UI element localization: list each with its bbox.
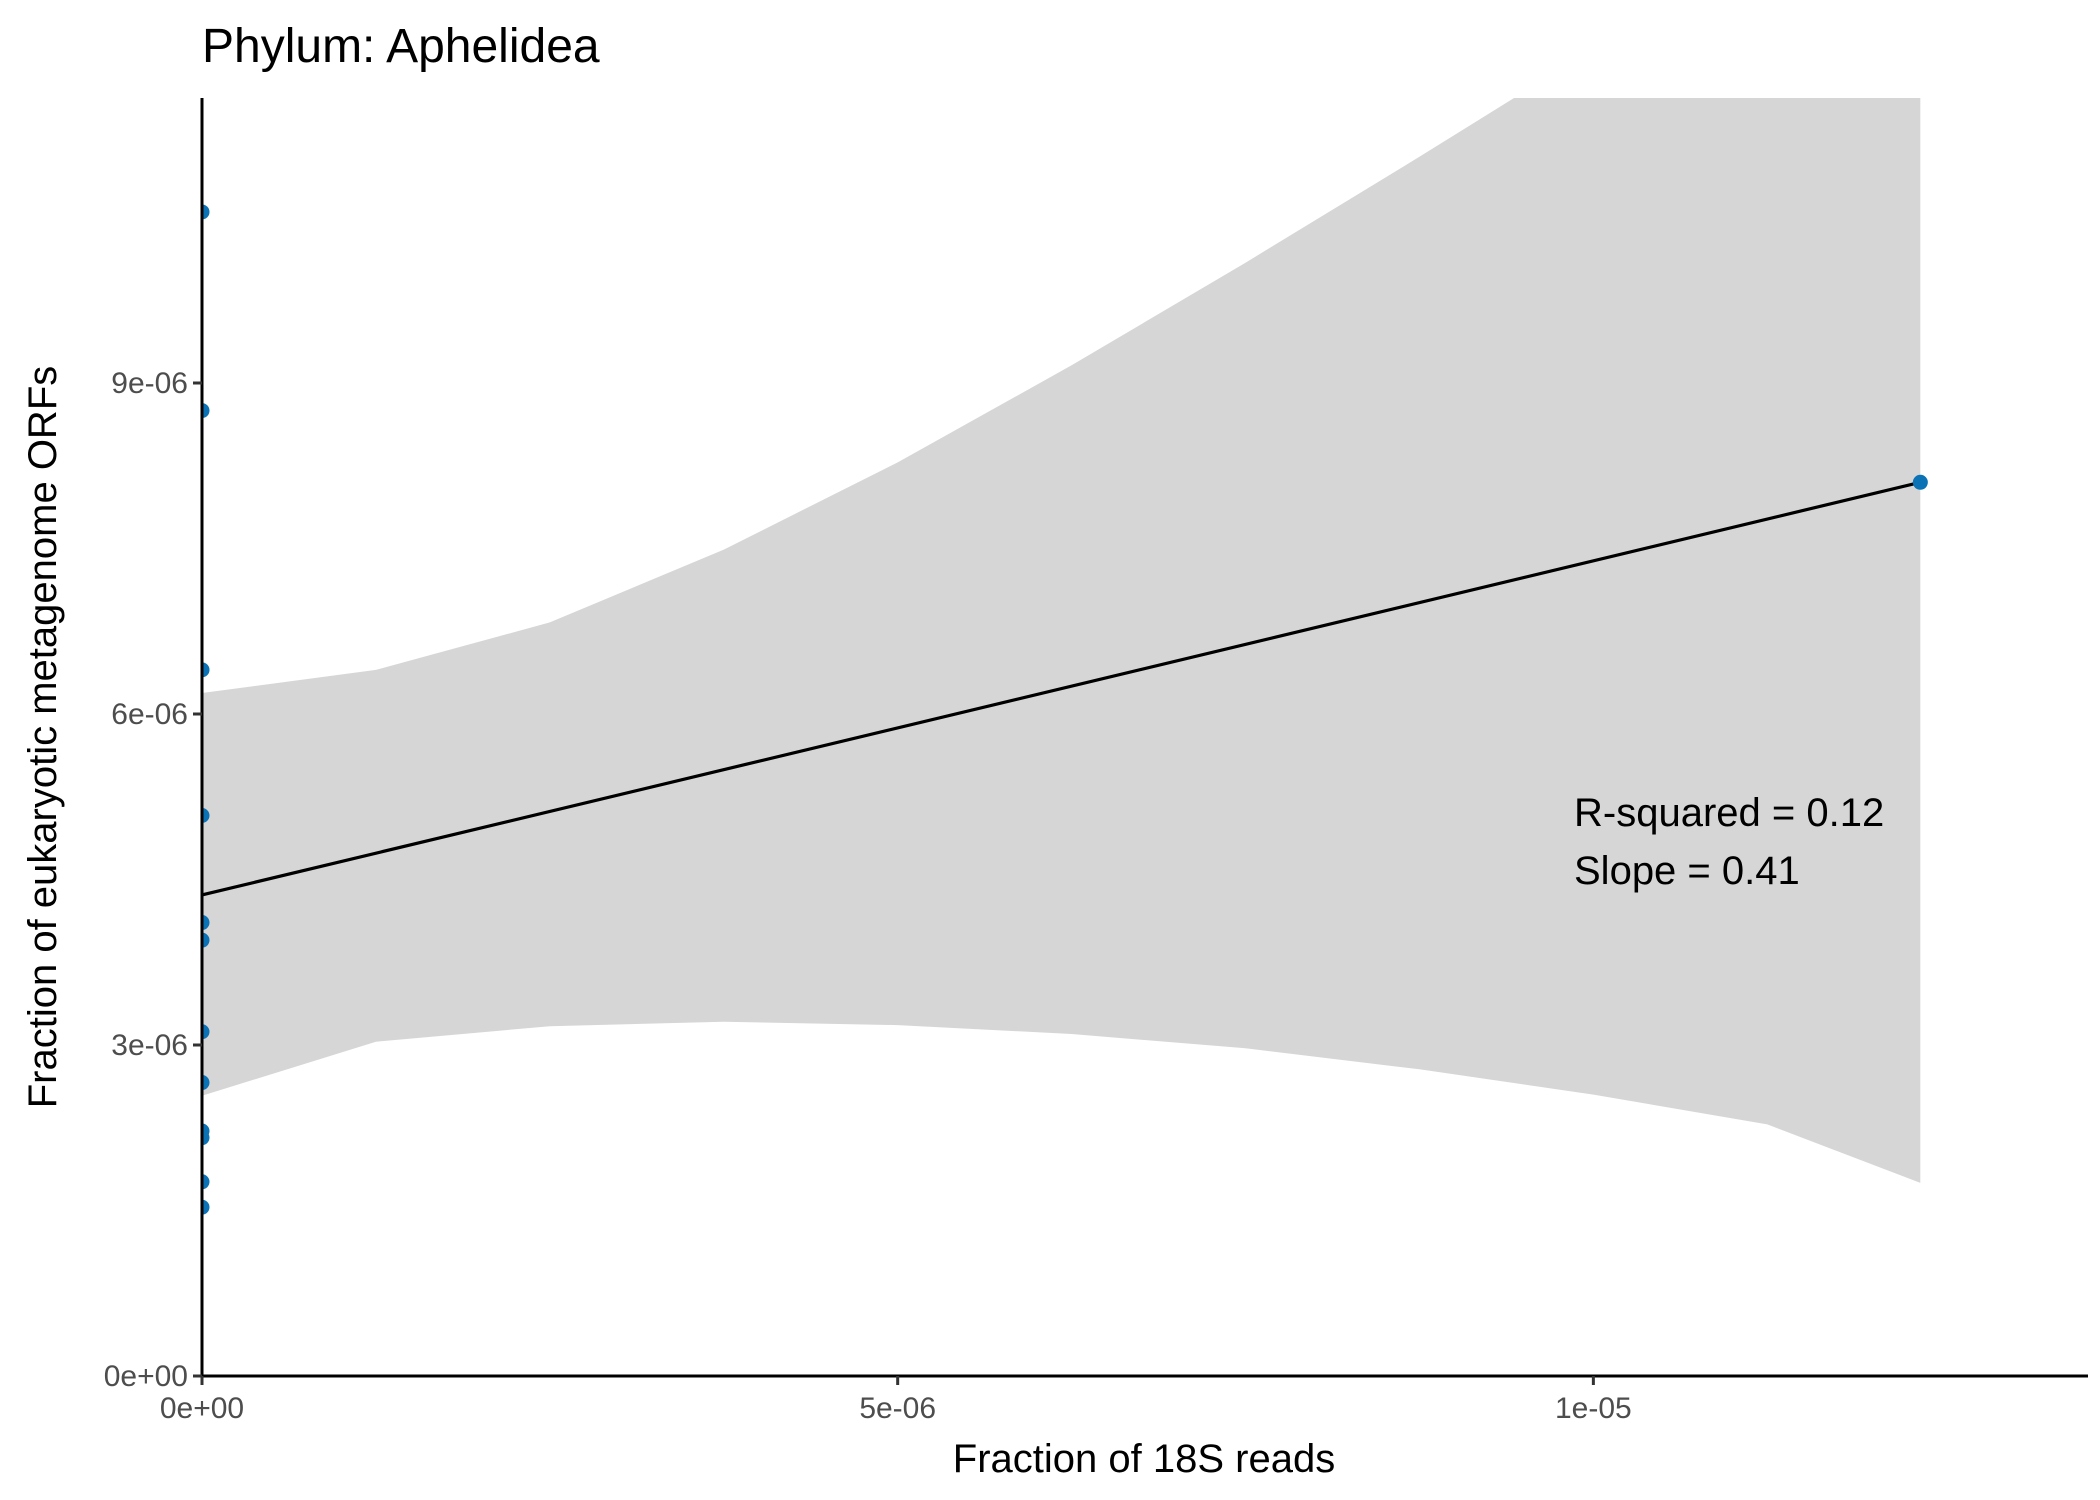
- data-points: [202, 204, 1928, 1215]
- data-point-2: [202, 403, 210, 419]
- annotation-slope: Slope = 0.41: [1574, 849, 1800, 893]
- data-point-8: [202, 1075, 210, 1091]
- y-tick-label: 6e-06: [111, 698, 188, 731]
- data-point-4: [202, 808, 210, 824]
- data-point-12: [202, 1199, 210, 1215]
- data-point-7: [202, 1024, 210, 1040]
- x-axis-ticks: 0e+00 5e-06 1e-05: [160, 1376, 1632, 1425]
- annotation-r-squared: R-squared = 0.12: [1574, 791, 1884, 835]
- data-point-5: [202, 915, 210, 931]
- x-tick-label: 1e-05: [1555, 1392, 1632, 1425]
- y-tick-label: 3e-06: [111, 1029, 188, 1062]
- y-axis-title: Fraction of eukaryotic metagenome ORFs: [21, 366, 65, 1109]
- x-tick-label: 5e-06: [859, 1392, 936, 1425]
- chart-title: Phylum: Aphelidea: [202, 20, 600, 73]
- y-axis-ticks: 0e+00 3e-06 6e-06 9e-06: [104, 367, 202, 1393]
- data-point-11: [202, 1174, 210, 1190]
- data-point-13: [1912, 474, 1928, 490]
- x-axis-title: Fraction of 18S reads: [953, 1437, 1335, 1481]
- data-point-10: [202, 1130, 210, 1146]
- confidence-band: [202, 98, 1921, 1183]
- regression-line: [202, 480, 1921, 897]
- plot-area: [202, 98, 1928, 1215]
- data-point-6: [202, 932, 210, 948]
- y-tick-label: 9e-06: [111, 367, 188, 400]
- data-point-3: [202, 662, 210, 678]
- y-tick-label: 0e+00: [104, 1360, 188, 1393]
- x-tick-label: 0e+00: [160, 1392, 244, 1425]
- data-point-1: [202, 204, 210, 220]
